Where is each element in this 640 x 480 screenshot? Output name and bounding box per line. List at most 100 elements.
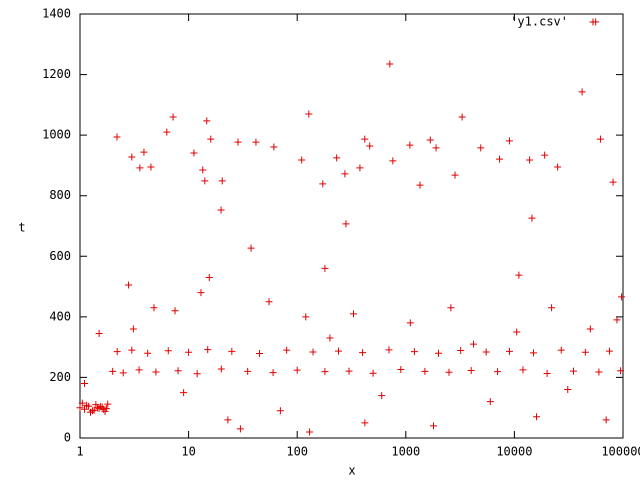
point	[306, 428, 314, 436]
point	[244, 367, 252, 375]
point	[543, 369, 551, 377]
x-tick-label: 100000	[601, 445, 640, 459]
point	[578, 88, 586, 96]
point	[389, 157, 397, 165]
point	[276, 407, 284, 415]
point	[451, 171, 459, 179]
point	[467, 366, 475, 374]
point	[378, 392, 386, 400]
point	[410, 348, 418, 356]
point	[136, 164, 144, 172]
y-tick-label: 1400	[42, 7, 71, 21]
point	[83, 401, 91, 409]
point	[469, 340, 477, 348]
x-tick-label: 1	[76, 445, 83, 459]
point	[199, 166, 207, 174]
point	[113, 348, 121, 356]
point	[87, 408, 95, 416]
legend-label: 'y1.csv'	[510, 15, 568, 29]
point	[430, 422, 438, 430]
point	[486, 398, 494, 406]
point	[144, 349, 152, 357]
point	[515, 271, 523, 279]
point	[283, 346, 291, 354]
point	[447, 304, 455, 312]
point	[361, 135, 369, 143]
point	[617, 367, 625, 375]
point	[321, 368, 329, 376]
point	[341, 170, 349, 178]
point	[613, 316, 621, 324]
point	[140, 148, 148, 156]
point	[265, 298, 273, 306]
point	[169, 113, 177, 121]
point	[302, 313, 310, 321]
y-axis-label: t	[18, 221, 25, 235]
point	[128, 346, 136, 354]
point	[605, 347, 613, 355]
x-tick-label: 100	[286, 445, 308, 459]
y-tick-label: 200	[49, 370, 71, 384]
point	[581, 348, 589, 356]
point	[113, 133, 121, 141]
point	[445, 368, 453, 376]
x-tick-label: 1000	[391, 445, 420, 459]
point	[505, 347, 513, 355]
point	[386, 60, 394, 68]
point	[125, 281, 133, 289]
point	[334, 347, 342, 355]
point	[78, 399, 86, 407]
point	[95, 330, 103, 338]
point	[541, 151, 549, 159]
y-tick-label: 0	[64, 431, 71, 445]
y-tick-label: 800	[49, 188, 71, 202]
point	[482, 348, 490, 356]
point	[109, 367, 117, 375]
point	[586, 325, 594, 333]
point	[494, 368, 502, 376]
point	[207, 135, 215, 143]
point	[217, 365, 225, 373]
point	[369, 369, 377, 377]
point	[228, 347, 236, 355]
point	[164, 347, 172, 355]
point	[333, 154, 341, 162]
point	[298, 156, 306, 164]
point	[150, 304, 158, 312]
point	[421, 367, 429, 375]
point	[595, 368, 603, 376]
point	[533, 413, 541, 421]
point	[309, 348, 317, 356]
point	[247, 244, 255, 252]
y-tick-label: 400	[49, 309, 71, 323]
point	[256, 350, 264, 358]
point	[180, 389, 188, 397]
point	[326, 334, 334, 342]
point	[366, 142, 374, 150]
point	[406, 141, 414, 149]
point	[345, 367, 353, 375]
point	[204, 346, 212, 354]
point	[477, 144, 485, 152]
point	[416, 181, 424, 189]
point	[342, 220, 350, 228]
point	[163, 128, 171, 136]
point	[350, 310, 358, 318]
point	[359, 349, 367, 357]
point	[236, 425, 244, 433]
point	[618, 293, 626, 301]
point	[548, 304, 556, 312]
point	[434, 349, 442, 357]
point	[319, 180, 327, 188]
point	[135, 366, 143, 374]
point	[530, 349, 538, 357]
point	[269, 369, 277, 377]
point	[457, 346, 465, 354]
point	[217, 206, 225, 214]
x-tick-label: 10000	[496, 445, 532, 459]
point	[270, 143, 278, 151]
point	[119, 369, 127, 377]
point	[88, 407, 96, 415]
point	[432, 144, 440, 152]
